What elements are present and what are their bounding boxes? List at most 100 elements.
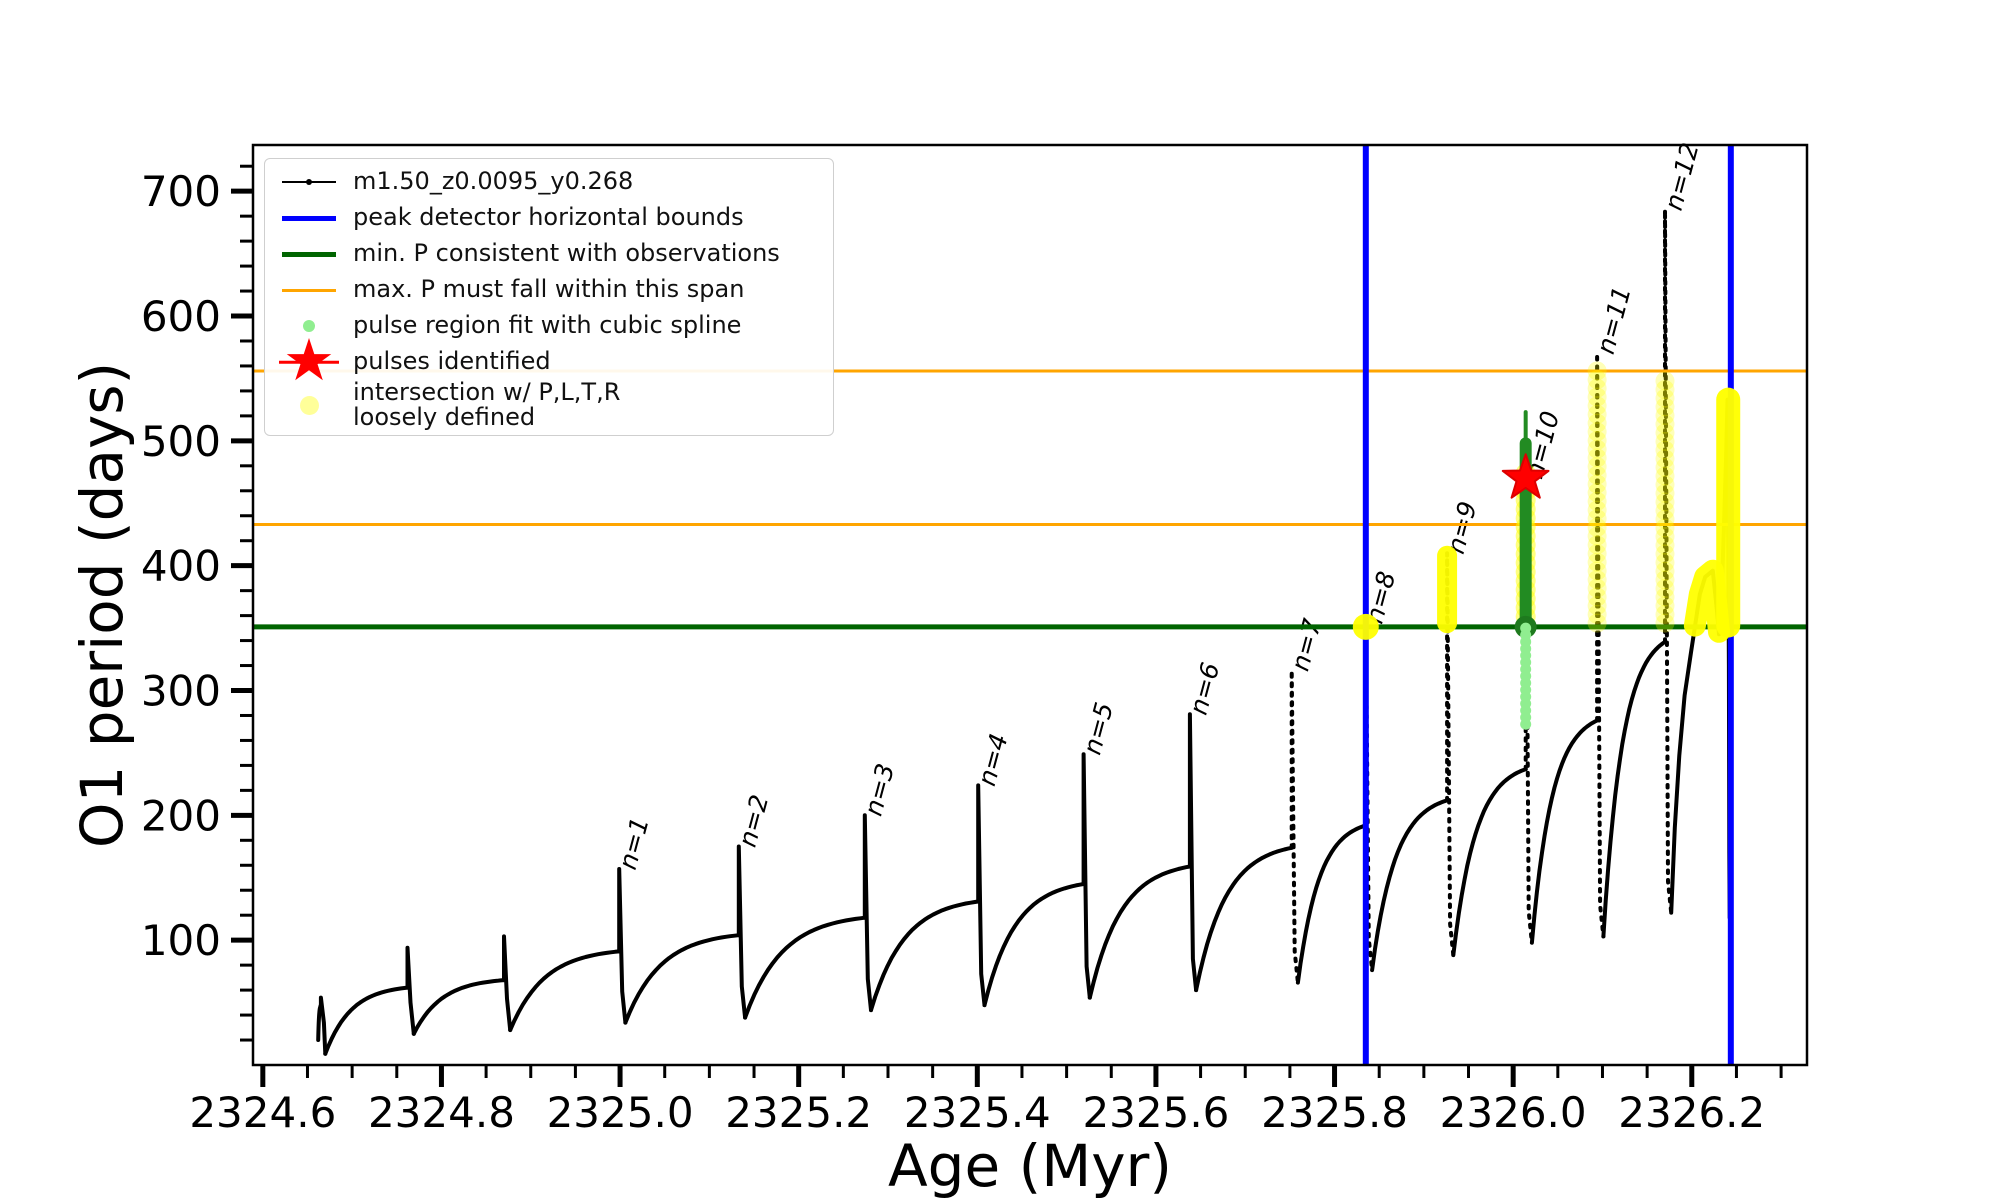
legend: m1.50_z0.0095_y0.268 peak detector horiz…: [264, 158, 834, 437]
legend-item-label: m1.50_z0.0095_y0.268: [353, 167, 634, 196]
y-tick-label: 400: [141, 542, 221, 591]
intersection-ring: [1655, 492, 1675, 512]
intersection-ring: [1587, 474, 1607, 494]
intersection-ring: [1587, 517, 1607, 537]
series-line-marker-icon: [265, 164, 353, 200]
intersection-ring: [1655, 388, 1675, 408]
intersection-ring: [1587, 422, 1607, 442]
intersection-ring: [1587, 613, 1607, 633]
intersection-ring: [1587, 439, 1607, 459]
pulse-region-dots: [1520, 622, 1532, 730]
x-tick-label: 2325.0: [547, 1088, 694, 1137]
intersection-ring: [1655, 596, 1675, 616]
x-tick-label: 2325.8: [1261, 1088, 1408, 1137]
peak-label-n-6: n=6: [1184, 659, 1226, 717]
series-path: [316, 397, 1732, 1056]
intersection-ring: [1655, 561, 1675, 581]
intersection-ring: [1655, 604, 1675, 624]
legend-item-peak-bounds: peak detector horizontal bounds: [265, 200, 833, 236]
intersection-ring: [1587, 378, 1607, 398]
pulses-identified: [1501, 453, 1550, 499]
peak-label-n-11: n=11: [1591, 283, 1637, 357]
intersection-ring: [1587, 387, 1607, 407]
intersection-ring: [1655, 518, 1675, 538]
peak-label-n-5: n=5: [1077, 699, 1119, 757]
series-spike: [1289, 668, 1300, 985]
intersection-ring: [1655, 535, 1675, 555]
intersection-ring: [1655, 613, 1675, 633]
y-tick-label: 500: [141, 417, 221, 466]
pulse-star-icon: [1501, 453, 1550, 499]
legend-item-pulses: ★ pulses identified: [265, 331, 833, 389]
lightgreen-dot-marker-icon: [265, 308, 353, 344]
pulse-region-dot: [1520, 718, 1532, 730]
peak-label-n-2: n=2: [733, 792, 775, 850]
intersection-ring: [1587, 552, 1607, 572]
intersection-ring: [1587, 404, 1607, 424]
intersection-ring: [1655, 527, 1675, 547]
y-axis-title: O1 period (days): [68, 361, 136, 849]
intersection-ring: [1655, 380, 1675, 400]
intersection-ring: [1587, 431, 1607, 451]
series-spike: [1187, 712, 1199, 993]
intersection-ring: [1655, 397, 1675, 417]
intersection-ring: [1655, 371, 1675, 391]
peak-label-n-4: n=4: [972, 731, 1014, 789]
peak-label-n-12: n=12: [1659, 140, 1705, 214]
intersection-ring: [1587, 561, 1607, 581]
x-tick-label: 2326.0: [1440, 1088, 1587, 1137]
intersection-ring: [1587, 544, 1607, 564]
intersection-ring: [1587, 448, 1607, 468]
x-tick-label: 2324.6: [189, 1088, 336, 1137]
series-spike: [318, 995, 328, 1056]
intersection-ring: [1587, 535, 1607, 555]
intersection-ring: [1655, 587, 1675, 607]
legend-item-label: min. P consistent with observations: [353, 239, 780, 268]
plot-frame: [251, 143, 1809, 1067]
x-tick-label: 2325.6: [1082, 1088, 1229, 1137]
series-spike: [976, 783, 987, 1008]
green-line-marker-icon: [265, 236, 353, 272]
x-tick-label: 2325.2: [725, 1088, 872, 1137]
y-tick-label: 600: [141, 292, 221, 341]
intersection-ring: [1587, 526, 1607, 546]
legend-item-label: max. P must fall within this span: [353, 275, 745, 304]
series-spike: [405, 945, 416, 1036]
intersection-ring: [1655, 449, 1675, 469]
legend-item-intersection: intersection w/ P,L,T,R loosely defined: [265, 378, 833, 432]
intersection-ring: [1655, 501, 1675, 521]
intersection-ring: [1587, 570, 1607, 590]
intersection-ring: [1655, 406, 1675, 426]
intersection-ring: [1655, 553, 1675, 573]
intersection-arc: [1683, 559, 1730, 643]
series-spike: [1081, 752, 1092, 1000]
intersection-ring: [1587, 465, 1607, 485]
legend-item-label: peak detector horizontal bounds: [353, 203, 744, 232]
blue-line-marker-icon: [265, 200, 353, 236]
orange-line-marker-icon: [265, 272, 353, 308]
legend-item-label: intersection w/ P,L,T,R loosely defined: [353, 378, 621, 432]
series-spike: [862, 813, 873, 1013]
intersection-ring: [1655, 457, 1675, 477]
x-tick-label: 2324.8: [368, 1088, 515, 1137]
intersection-ring: [1655, 475, 1675, 495]
intersection-ring: [1587, 604, 1607, 624]
intersection-ring: [1655, 509, 1675, 529]
legend-item-label: pulse region fit with cubic spline: [353, 311, 742, 340]
legend-item-pulse-region: pulse region fit with cubic spline: [265, 308, 833, 344]
intersection-ring: [1655, 483, 1675, 503]
y-tick-label: 100: [141, 916, 221, 965]
legend-item-label: pulses identified: [353, 347, 551, 376]
intersection-ring: [1587, 578, 1607, 598]
peak-label-n-3: n=3: [859, 760, 901, 818]
intersection-ring: [1655, 423, 1675, 443]
intersection-ring: [1655, 579, 1675, 599]
intersection-ring: [1655, 414, 1675, 434]
intersection-ring: [1587, 500, 1607, 520]
intersection-ring: [1587, 596, 1607, 616]
peak-detector-bounds: [1362, 145, 1734, 1065]
intersection-ring: [1655, 466, 1675, 486]
yellow-dot-marker-icon: [265, 387, 353, 423]
y-tick-label: 700: [141, 167, 221, 216]
